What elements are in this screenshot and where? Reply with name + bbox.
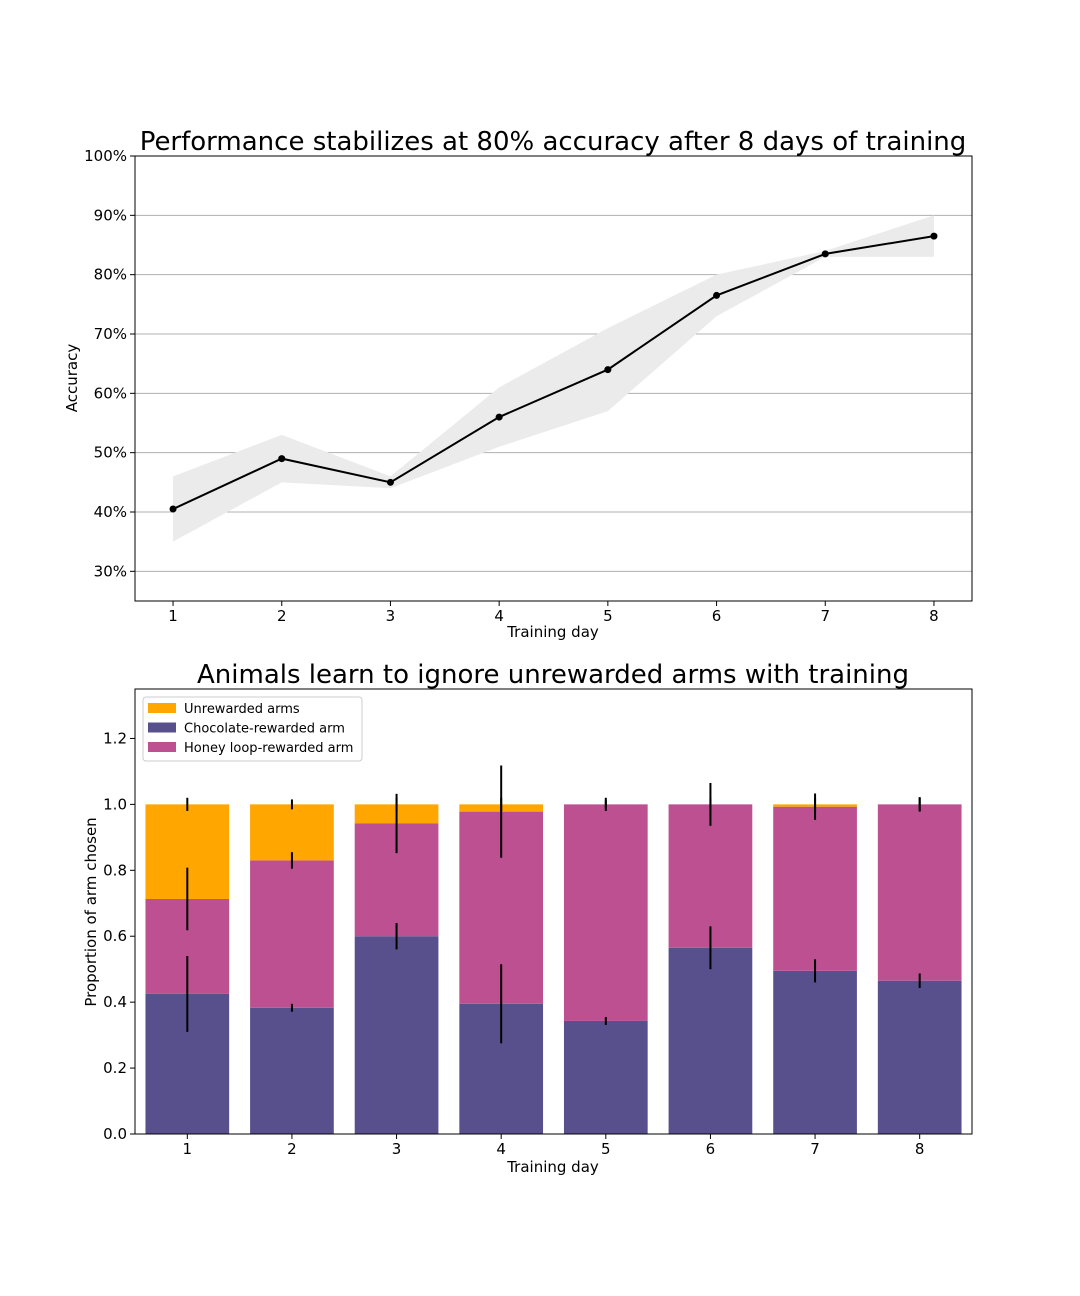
arm-plot-frame	[134, 688, 973, 1135]
accuracy-y-ticks: 30% 40% 50% 60% 70% 80% 90% 100%	[84, 147, 135, 580]
arm-x-tick-label: 5	[601, 1140, 611, 1158]
accuracy-x-tick-label: 3	[386, 607, 396, 625]
accuracy-data-point	[278, 455, 286, 463]
accuracy-line	[172, 235, 935, 510]
accuracy-x-tick-label: 8	[929, 607, 939, 625]
arm-y-tick-label: 0.4	[103, 993, 127, 1011]
accuracy-points	[169, 232, 938, 513]
accuracy-data-point	[169, 505, 177, 513]
arm-choice-bar-chart: Animals learn to ignore unrewarded arms …	[82, 660, 973, 1176]
legend-label: Chocolate-rewarded arm	[184, 722, 345, 737]
arm-y-tick-label: 0.6	[103, 927, 127, 945]
legend-box	[142, 696, 363, 762]
accuracy-line-chart: Performance stabilizes at 80% accuracy a…	[63, 127, 973, 641]
arm-x-tick-label: 7	[810, 1140, 820, 1158]
accuracy-x-label: Training day	[506, 623, 599, 641]
arm-chart-title: Animals learn to ignore unrewarded arms …	[197, 660, 909, 690]
arm-bars	[145, 804, 962, 1134]
arm-x-tick-label: 8	[915, 1140, 925, 1158]
accuracy-y-tick-label: 50%	[94, 444, 127, 462]
arm-error-bars	[186, 765, 921, 1044]
accuracy-y-label: Accuracy	[63, 344, 81, 413]
arm-x-tick-label: 6	[706, 1140, 716, 1158]
accuracy-y-tick-label: 80%	[94, 266, 127, 284]
bar-honey-loop-rewarded-arm	[668, 804, 753, 948]
accuracy-y-tick-label: 70%	[94, 325, 127, 343]
arm-y-tick-label: 0.0	[103, 1125, 127, 1143]
arm-y-ticks: 0.0 0.2 0.4 0.6 0.8 1.0 1.2	[103, 729, 135, 1143]
arm-y-tick-label: 1.2	[103, 729, 127, 747]
accuracy-confidence-band	[173, 215, 934, 542]
accuracy-data-point	[386, 478, 394, 486]
bar-chocolate-rewarded-arm	[877, 980, 962, 1134]
accuracy-y-tick-label: 30%	[94, 562, 127, 580]
legend-label: Honey loop-rewarded arm	[184, 741, 353, 756]
legend-swatch	[148, 722, 176, 733]
accuracy-chart-title: Performance stabilizes at 80% accuracy a…	[140, 127, 967, 157]
accuracy-y-tick-label: 60%	[94, 384, 127, 402]
arm-y-label: Proportion of arm chosen	[82, 817, 100, 1006]
arm-x-tick-label: 2	[287, 1140, 297, 1158]
accuracy-x-tick-label: 5	[603, 607, 613, 625]
accuracy-x-tick-label: 7	[820, 607, 830, 625]
legend-swatch	[148, 742, 176, 752]
accuracy-data-point	[821, 250, 829, 258]
accuracy-data-point	[713, 291, 721, 299]
bar-chocolate-rewarded-arm	[668, 947, 753, 1134]
legend-swatch	[148, 703, 176, 713]
accuracy-x-tick-label: 2	[277, 607, 287, 625]
accuracy-x-tick-label: 4	[494, 607, 504, 625]
arm-legend: Unrewarded arms Chocolate-rewarded arm Hon…	[142, 696, 363, 762]
accuracy-data-point	[604, 366, 612, 374]
accuracy-y-tick-label: 90%	[94, 206, 127, 224]
bar-honey-loop-rewarded-arm	[877, 804, 962, 981]
accuracy-y-tick-label: 40%	[94, 503, 127, 521]
accuracy-x-tick-label: 1	[168, 607, 178, 625]
bar-honey-loop-rewarded-arm	[773, 806, 857, 971]
arm-x-tick-label: 4	[496, 1140, 506, 1158]
arm-y-tick-label: 0.8	[103, 861, 127, 879]
accuracy-plot-frame	[134, 155, 973, 602]
bar-chocolate-rewarded-arm	[773, 970, 857, 1134]
accuracy-data-point	[930, 232, 938, 240]
arm-x-tick-label: 1	[183, 1140, 193, 1158]
bar-chocolate-rewarded-arm	[563, 1020, 648, 1134]
arm-y-tick-label: 0.2	[103, 1059, 127, 1077]
accuracy-data-point	[495, 413, 503, 421]
accuracy-x-tick-label: 6	[712, 607, 722, 625]
arm-x-tick-label: 3	[392, 1140, 402, 1158]
arm-x-label: Training day	[506, 1158, 599, 1176]
bar-honey-loop-rewarded-arm	[563, 804, 648, 1021]
bar-chocolate-rewarded-arm	[250, 1007, 334, 1134]
accuracy-y-tick-label: 100%	[84, 147, 127, 165]
arm-y-tick-label: 1.0	[103, 795, 127, 813]
legend-label: Unrewarded arms	[184, 702, 300, 717]
arm-x-ticks: 1 2 3 4 5 6 7 8	[183, 1134, 925, 1158]
accuracy-x-ticks: 1 2 3 4 5 6 7 8	[168, 601, 939, 625]
bar-unrewarded-arms	[250, 804, 334, 861]
bar-honey-loop-rewarded-arm	[250, 860, 334, 1008]
bar-chocolate-rewarded-arm	[354, 936, 439, 1134]
